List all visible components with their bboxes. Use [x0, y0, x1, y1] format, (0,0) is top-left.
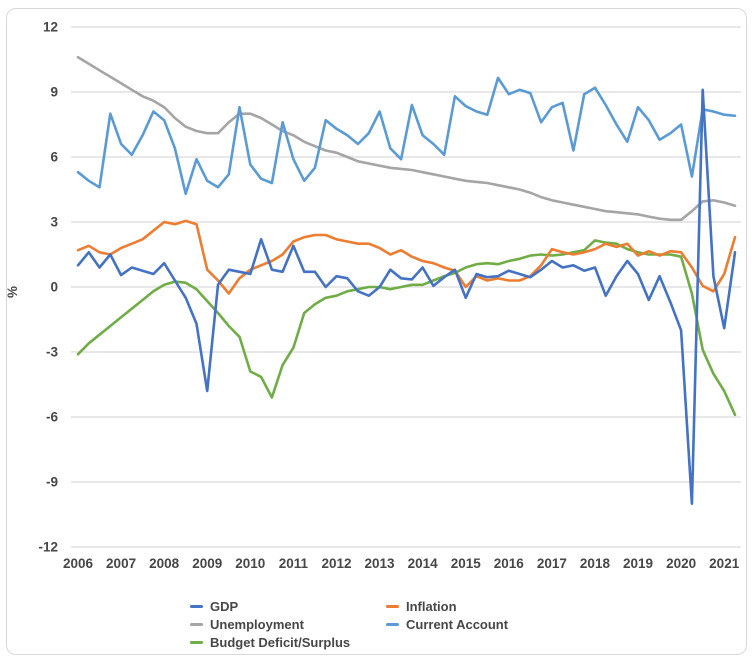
- x-tick-label: 2014: [408, 556, 439, 571]
- gdp-line-swatch-icon: [190, 604, 203, 608]
- x-tick-label: 2013: [365, 556, 396, 571]
- inflation-line-swatch-icon: [386, 604, 399, 608]
- legend-label-inflation: Inflation: [406, 598, 457, 614]
- current-account-line-swatch-icon: [386, 622, 399, 626]
- x-tick-label: 2017: [537, 556, 567, 571]
- y-tick-label: 3: [50, 215, 58, 230]
- unemployment-line-swatch-icon: [190, 622, 203, 626]
- x-tick-label: 2018: [580, 556, 611, 571]
- x-tick-label: 2011: [279, 556, 309, 571]
- legend-item-gdp: GDP: [190, 599, 386, 614]
- series-line-budget-deficit-surplus: [76, 239, 737, 417]
- legend-label-budget: Budget Deficit/Surplus: [210, 634, 351, 650]
- y-tick-label: -3: [46, 345, 58, 360]
- y-axis-title: %: [5, 286, 20, 298]
- y-tick-label: 6: [50, 150, 58, 165]
- series-line-unemployment: [76, 55, 737, 222]
- y-tick-label: 9: [50, 85, 58, 100]
- x-tick-label: 2016: [494, 556, 525, 571]
- x-tick-label: 2020: [666, 556, 696, 571]
- x-tick-label: 2007: [106, 556, 136, 571]
- series-line-current-account: [76, 76, 737, 196]
- x-tick-label: 2015: [451, 556, 482, 571]
- y-tick-label: -9: [46, 475, 58, 490]
- y-tick-label: 0: [50, 280, 58, 295]
- y-tick-label: 12: [43, 20, 58, 35]
- x-tick-label: 2021: [709, 556, 740, 571]
- budget-line-swatch-icon: [190, 640, 203, 644]
- x-tick-label: 2019: [623, 556, 653, 571]
- x-tick-label: 2008: [149, 556, 180, 571]
- x-tick-label: 2012: [321, 556, 351, 571]
- legend-item-unemployment: Unemployment: [190, 617, 386, 632]
- legend-label-unemployment: Unemployment: [210, 616, 304, 632]
- legend-item-current-account: Current Account: [386, 617, 508, 632]
- legend-label-gdp: GDP: [210, 598, 239, 614]
- chart-legend: GDP Inflation Unemployment Current Accou…: [190, 597, 508, 651]
- legend-label-current-account: Current Account: [406, 616, 509, 632]
- x-tick-label: 2010: [235, 556, 265, 571]
- series-line-gdp: [76, 88, 737, 506]
- y-tick-label: -6: [46, 410, 58, 425]
- x-tick-label: 2009: [192, 556, 222, 571]
- series-line-inflation: [76, 219, 737, 295]
- y-tick-label: -12: [38, 540, 58, 555]
- x-tick-label: 2006: [63, 556, 94, 571]
- legend-item-budget: Budget Deficit/Surplus: [190, 635, 386, 650]
- legend-item-inflation: Inflation: [386, 599, 508, 614]
